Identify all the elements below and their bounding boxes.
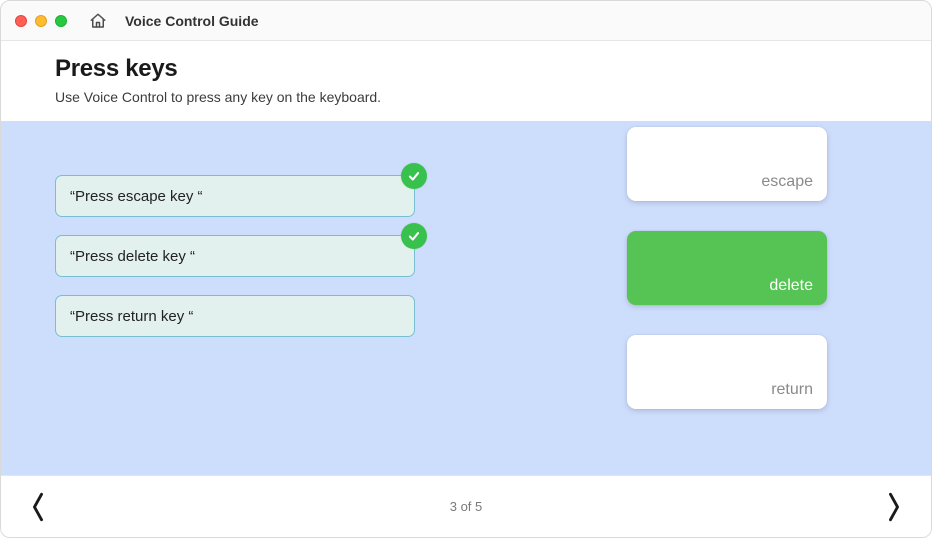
page-title: Press keys — [55, 55, 877, 83]
command-label: “Press return key “ — [70, 308, 193, 325]
check-icon — [401, 223, 427, 249]
titlebar: Voice Control Guide — [1, 1, 931, 41]
maximize-window-button[interactable] — [55, 15, 67, 27]
window: Voice Control Guide Press keys Use Voice… — [0, 0, 932, 538]
key-list: escape delete return — [627, 127, 827, 427]
page-subtitle: Use Voice Control to press any key on th… — [55, 89, 877, 105]
traffic-lights — [15, 15, 67, 27]
command-chip: “Press escape key “ — [55, 175, 415, 217]
page-header: Press keys Use Voice Control to press an… — [1, 41, 931, 121]
command-label: “Press delete key “ — [70, 248, 195, 265]
command-chip: “Press delete key “ — [55, 235, 415, 277]
key-tile-escape: escape — [627, 127, 827, 201]
home-icon[interactable] — [89, 12, 107, 30]
footer: 3 of 5 — [1, 475, 931, 537]
window-title: Voice Control Guide — [125, 13, 259, 29]
command-chip: “Press return key “ — [55, 295, 415, 337]
minimize-window-button[interactable] — [35, 15, 47, 27]
content-area: “Press escape key “ “Press delete key “ … — [1, 121, 931, 475]
key-label: delete — [769, 277, 813, 295]
key-tile-delete: delete — [627, 231, 827, 305]
command-list: “Press escape key “ “Press delete key “ … — [55, 175, 415, 427]
check-icon — [401, 163, 427, 189]
page-indicator: 3 of 5 — [1, 499, 931, 514]
key-label: escape — [761, 173, 813, 191]
key-tile-return: return — [627, 335, 827, 409]
command-label: “Press escape key “ — [70, 188, 203, 205]
close-window-button[interactable] — [15, 15, 27, 27]
key-label: return — [771, 381, 813, 399]
